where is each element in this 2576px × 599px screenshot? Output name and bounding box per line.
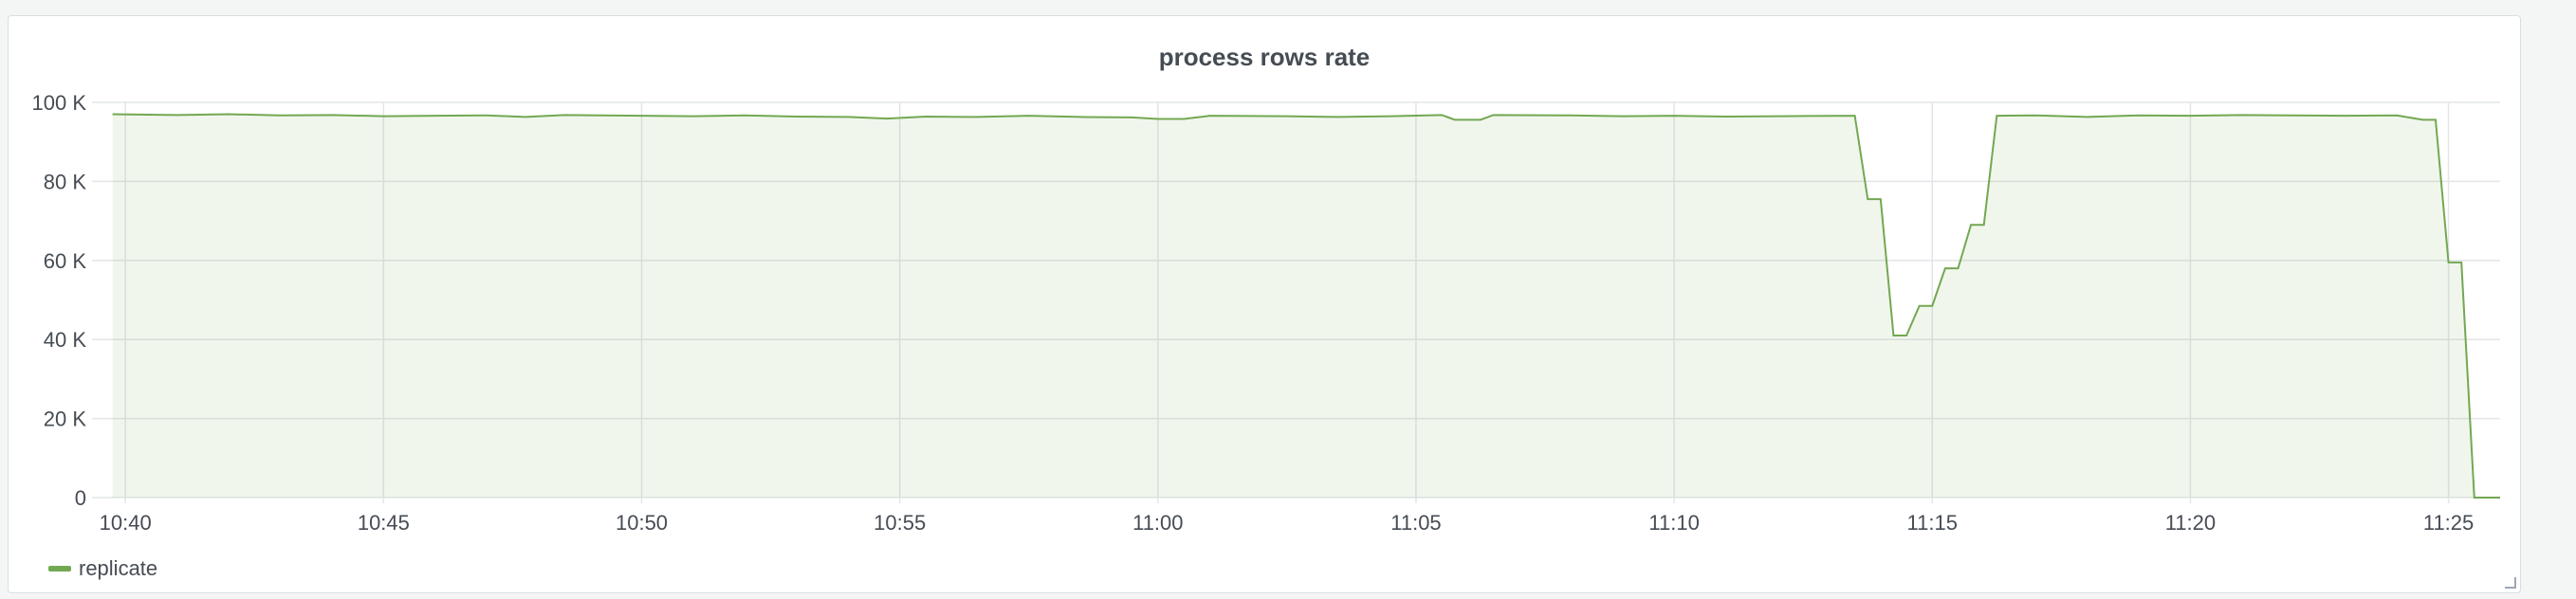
y-tick-label: 60 K: [44, 249, 87, 273]
y-tick-label: 100 K: [32, 91, 87, 115]
y-tick-label: 0: [75, 486, 86, 510]
x-tick-label: 11:15: [1907, 511, 1958, 535]
x-tick-label: 10:50: [616, 511, 668, 535]
x-tick-label: 10:40: [100, 511, 152, 535]
legend-label-replicate[interactable]: replicate: [79, 556, 158, 580]
line-chart: 0 20 K 40 K 60 K 80 K 100 K 10:40 10:45 10:50 10:…: [32, 91, 2501, 535]
y-tick-label: 80 K: [44, 170, 87, 193]
legend: replicate: [48, 556, 157, 581]
series-area-replicate: [112, 114, 2501, 498]
x-tick-label: 11:20: [2165, 511, 2216, 535]
resize-handle-icon[interactable]: [2505, 577, 2516, 589]
y-tick-label: 20 K: [44, 408, 87, 431]
graph-panel[interactable]: process rows rate 0 20 K 40 K 60 K 80 K 100 K…: [8, 15, 2521, 593]
series-line-replicate: [112, 113, 2500, 499]
x-tick-label: 11:00: [1132, 511, 1183, 535]
x-tick-label: 11:05: [1390, 511, 1441, 535]
x-tick-label: 10:55: [874, 511, 926, 535]
panel-title[interactable]: process rows rate: [1158, 43, 1371, 71]
legend-swatch: [48, 566, 71, 572]
x-tick-label: 11:25: [2423, 511, 2474, 535]
x-tick-label: 11:10: [1648, 511, 1699, 535]
x-tick-label: 10:45: [358, 511, 410, 535]
y-tick-label: 40 K: [44, 328, 87, 352]
